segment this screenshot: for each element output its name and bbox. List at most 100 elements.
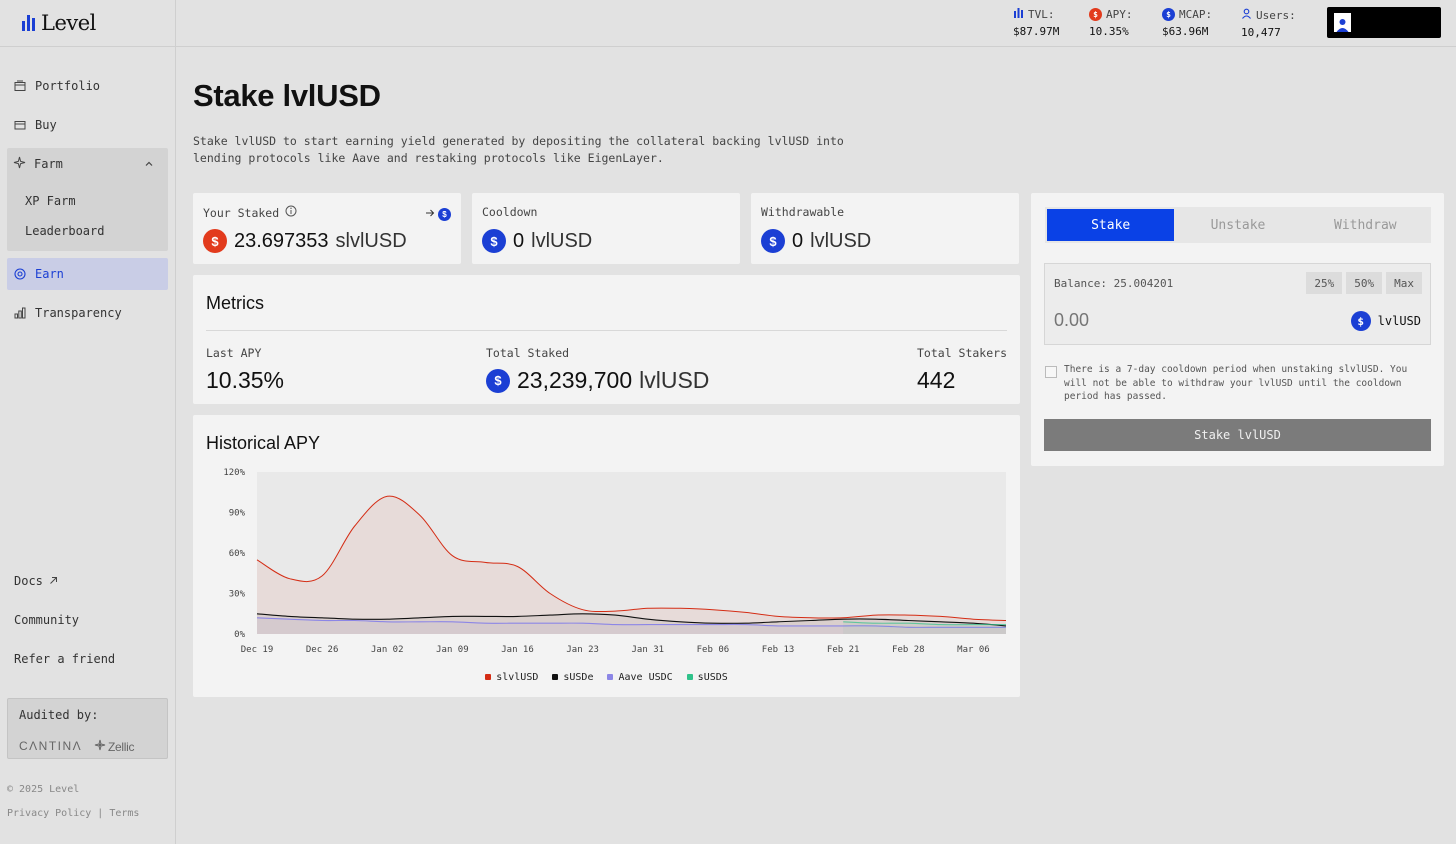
legend-item[interactable]: slvlUSD xyxy=(485,672,538,683)
metrics-divider xyxy=(206,330,1007,331)
stat-value: $87.97M xyxy=(1013,25,1060,38)
wallet-icon xyxy=(13,79,27,93)
staked-convert-button[interactable]: $ xyxy=(425,205,451,223)
sidebar-item-earn[interactable]: Earn xyxy=(7,258,168,290)
card-label-text: Your Staked xyxy=(203,205,280,220)
sidebar-item-label: Portfolio xyxy=(35,79,101,93)
topbar-divider xyxy=(176,46,1456,47)
sidebar-item-label: Buy xyxy=(35,118,57,132)
amount-input[interactable] xyxy=(1054,310,1274,331)
legend-label: Aave USDC xyxy=(618,672,673,683)
tab-withdraw[interactable]: Withdraw xyxy=(1334,217,1397,233)
x-tick-label: Feb 13 xyxy=(762,645,795,655)
tab-unstake[interactable]: Unstake xyxy=(1210,217,1266,233)
max-button[interactable]: Max xyxy=(1386,272,1422,294)
total-stakers-label: Total Stakers xyxy=(917,346,1008,360)
series-line-susds xyxy=(843,621,1007,626)
sidebar-item-buy[interactable]: Buy xyxy=(7,109,168,141)
account-button[interactable] xyxy=(1327,7,1441,38)
stat-label: MCAP: xyxy=(1179,8,1213,21)
tab-stake[interactable]: Stake xyxy=(1047,209,1175,241)
lvlusd-coin-icon: $ xyxy=(438,207,451,221)
docs-link[interactable]: Docs xyxy=(14,574,58,588)
stake-submit-button[interactable]: Stake lvlUSD xyxy=(1044,419,1431,451)
x-tick-label: Dec 19 xyxy=(241,645,274,655)
level-logo-icon xyxy=(22,15,35,31)
percent-25-button[interactable]: 25% xyxy=(1306,272,1343,294)
token-label: lvlUSD xyxy=(1377,314,1421,328)
zellic-logo[interactable]: Zellic xyxy=(94,739,135,754)
terms-link[interactable]: Terms xyxy=(109,808,140,819)
series-area-slvlusd xyxy=(257,496,1006,634)
withdrawable-amount: 0 xyxy=(792,229,804,252)
sidebar-item-xp-farm[interactable]: XP Farm xyxy=(25,194,76,208)
sidebar-item-farm[interactable]: Farm xyxy=(13,148,162,180)
sidebar-item-portfolio[interactable]: Portfolio xyxy=(7,70,168,102)
sidebar-item-label: Farm xyxy=(34,157,63,171)
sidebar-item-leaderboard[interactable]: Leaderboard xyxy=(25,224,105,238)
cantina-logo[interactable]: CΛNTINΛ xyxy=(19,739,83,753)
card-icon xyxy=(13,118,27,132)
y-tick-label: 0% xyxy=(234,630,245,640)
balance-label: Balance: 25.004201 xyxy=(1054,277,1174,290)
audit-box: Audited by: CΛNTINΛ Zellic xyxy=(7,698,168,759)
stat-tvl: TVL: $87.97M xyxy=(1013,8,1059,38)
external-link-icon xyxy=(49,574,58,588)
legend-item[interactable]: sUSDS xyxy=(686,672,728,683)
x-tick-label: Jan 16 xyxy=(501,645,534,655)
withdrawable-card: Withdrawable $ 0 lvlUSD xyxy=(751,193,1019,264)
x-tick-label: Jan 02 xyxy=(371,645,404,655)
percent-50-button[interactable]: 50% xyxy=(1346,272,1383,294)
stake-tabs: Stake Unstake Withdraw xyxy=(1045,207,1431,243)
stat-value: 10.35% xyxy=(1089,25,1129,38)
series-line-susde xyxy=(256,613,1007,627)
chevron-up-icon[interactable] xyxy=(144,158,154,172)
last-apy-value: 10.35% xyxy=(206,367,285,393)
x-tick-label: Feb 21 xyxy=(827,645,860,655)
x-tick-label: Feb 06 xyxy=(697,645,730,655)
legend-item[interactable]: Aave USDC xyxy=(607,672,673,683)
sparkle-icon xyxy=(13,156,26,172)
total-staked-unit: lvlUSD xyxy=(639,367,710,393)
slvlusd-coin-icon: $ xyxy=(1089,8,1102,21)
target-icon xyxy=(13,267,27,281)
copyright: © 2025 Level xyxy=(7,784,80,795)
legend-item[interactable]: sUSDe xyxy=(552,672,593,683)
metrics-title: Metrics xyxy=(206,293,264,313)
legal-separator: | xyxy=(97,808,104,819)
cooldown-card: Cooldown $ 0 lvlUSD xyxy=(472,193,740,264)
historical-apy-title: Historical APY xyxy=(206,433,321,453)
cooldown-acknowledge-checkbox[interactable] xyxy=(1045,366,1057,378)
staked-unit: slvlUSD xyxy=(335,229,407,252)
amount-box: Balance: 25.004201 25% 50% Max $ lvlUSD xyxy=(1044,263,1431,345)
legend-label: sUSDS xyxy=(697,672,728,683)
info-icon[interactable] xyxy=(285,205,297,220)
page-title: Stake lvlUSD xyxy=(193,78,381,113)
historical-apy-chart[interactable]: 0% 30% 60% 90% 120% Dec 19 Dec 26 Jan 02 Jan 09 J… xyxy=(193,415,1020,665)
zellic-label: Zellic xyxy=(108,739,135,754)
avatar-icon xyxy=(1334,13,1351,32)
card-value: $ 0 lvlUSD xyxy=(482,229,592,253)
logo-text: Level xyxy=(41,11,96,35)
user-icon xyxy=(1241,8,1252,22)
card-value: $ 23.697353 slvlUSD xyxy=(203,229,407,253)
page-description: Stake lvlUSD to start earning yield gene… xyxy=(193,134,844,165)
docs-label: Docs xyxy=(14,574,43,588)
privacy-policy-link[interactable]: Privacy Policy xyxy=(7,808,92,819)
card-value: $ 0 lvlUSD xyxy=(761,229,871,253)
sidebar-item-transparency[interactable]: Transparency xyxy=(7,297,168,329)
community-link[interactable]: Community xyxy=(14,613,80,627)
card-label: Withdrawable xyxy=(761,205,845,219)
x-tick-label: Feb 28 xyxy=(892,645,925,655)
slvlusd-coin-icon: $ xyxy=(203,229,227,253)
card-label: Your Staked xyxy=(203,205,297,220)
total-staked-value: $ 23,239,700 lvlUSD xyxy=(486,367,709,394)
y-tick-label: 60% xyxy=(229,549,246,559)
refer-friend-link[interactable]: Refer a friend xyxy=(14,652,116,666)
legend-label: sUSDe xyxy=(563,672,594,683)
legend-label: slvlUSD xyxy=(496,672,539,683)
legend-swatch xyxy=(485,674,492,680)
level-icon xyxy=(1013,8,1024,21)
stake-panel: Stake Unstake Withdraw Balance: 25.00420… xyxy=(1031,193,1444,466)
logo[interactable]: Level xyxy=(22,11,96,35)
